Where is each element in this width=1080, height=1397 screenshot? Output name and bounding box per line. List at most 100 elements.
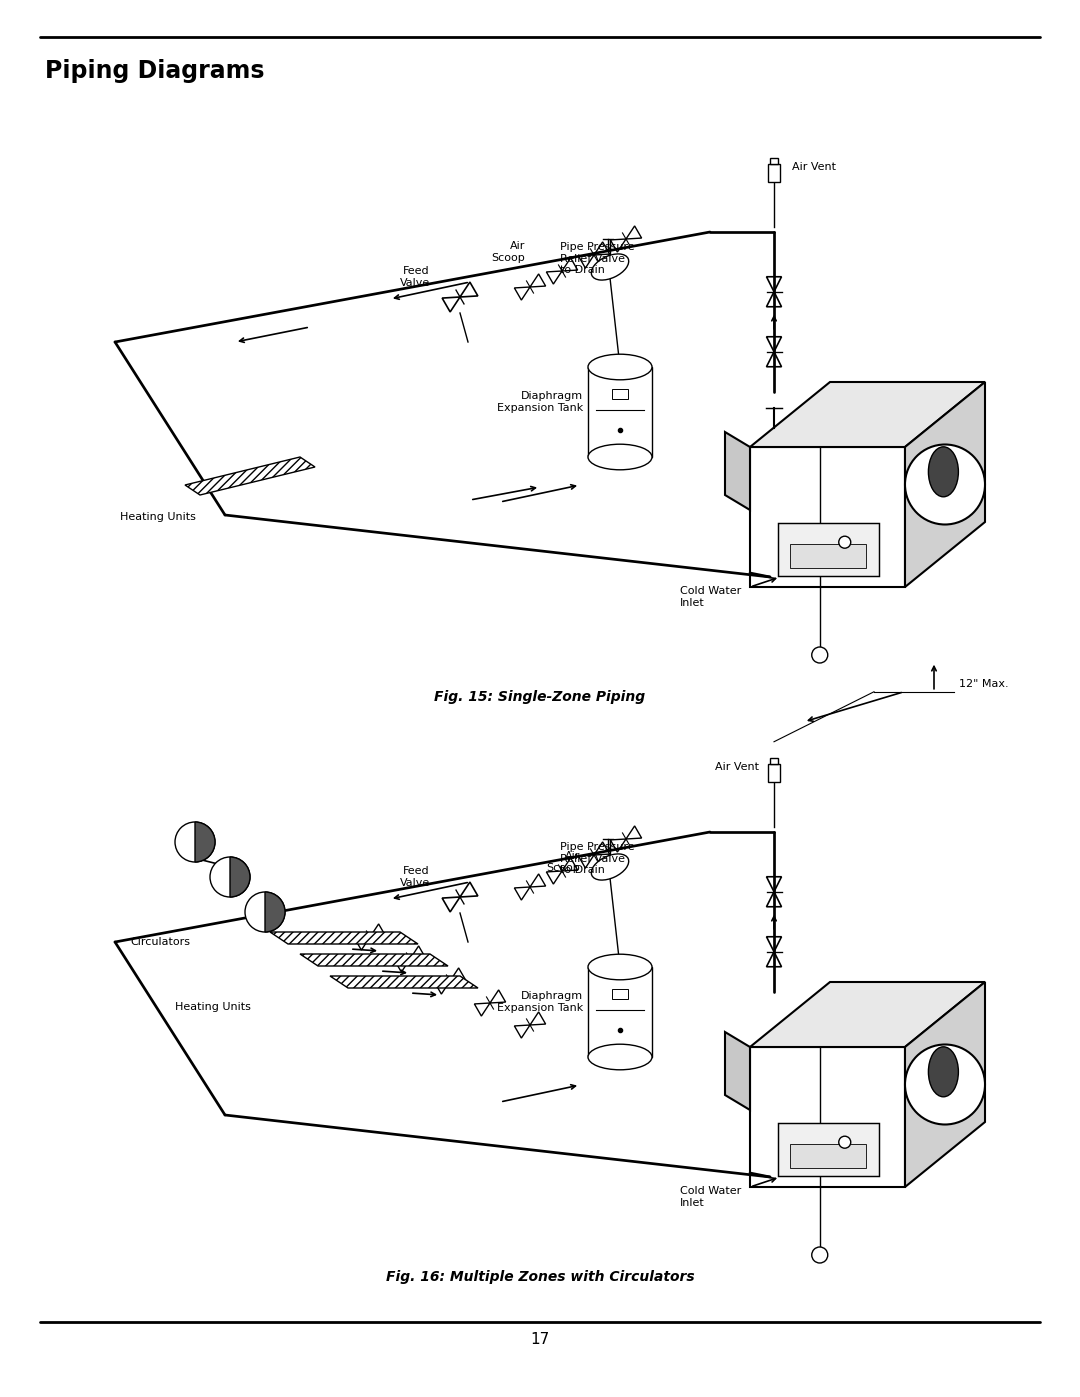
- Circle shape: [245, 893, 285, 932]
- Ellipse shape: [929, 447, 958, 497]
- Wedge shape: [230, 856, 249, 897]
- Bar: [770, 757, 778, 764]
- Polygon shape: [562, 258, 578, 271]
- Bar: [778, 1123, 879, 1176]
- Polygon shape: [725, 1032, 750, 1111]
- Ellipse shape: [588, 444, 652, 469]
- Polygon shape: [767, 951, 782, 967]
- Bar: [588, 967, 652, 1058]
- Polygon shape: [610, 239, 626, 251]
- Text: Cold Water
Inlet: Cold Water Inlet: [680, 1186, 741, 1208]
- Polygon shape: [394, 958, 410, 972]
- Polygon shape: [514, 1025, 530, 1038]
- Bar: [612, 388, 627, 398]
- Bar: [612, 989, 627, 999]
- Polygon shape: [767, 337, 782, 352]
- Circle shape: [812, 647, 827, 664]
- Polygon shape: [579, 855, 594, 868]
- Polygon shape: [750, 1046, 905, 1187]
- Polygon shape: [546, 870, 562, 884]
- Polygon shape: [442, 298, 460, 312]
- Polygon shape: [626, 826, 642, 840]
- Polygon shape: [490, 990, 505, 1003]
- Polygon shape: [460, 282, 477, 298]
- Polygon shape: [185, 457, 315, 495]
- Circle shape: [905, 444, 985, 524]
- Circle shape: [905, 1045, 985, 1125]
- Ellipse shape: [929, 1046, 958, 1097]
- Text: Air Vent: Air Vent: [715, 761, 759, 771]
- Polygon shape: [610, 840, 626, 852]
- Ellipse shape: [588, 355, 652, 380]
- Polygon shape: [767, 891, 782, 907]
- Circle shape: [812, 1248, 827, 1263]
- Polygon shape: [330, 977, 478, 988]
- Polygon shape: [434, 981, 450, 995]
- Text: Piping Diagrams: Piping Diagrams: [45, 59, 265, 82]
- Text: 17: 17: [530, 1331, 550, 1347]
- Text: Circulators: Circulators: [130, 937, 190, 947]
- Polygon shape: [530, 875, 545, 887]
- Circle shape: [210, 856, 249, 897]
- Text: Diaphragm
Expansion Tank: Diaphragm Expansion Tank: [497, 992, 583, 1013]
- Circle shape: [175, 821, 215, 862]
- Polygon shape: [905, 982, 985, 1187]
- Circle shape: [839, 536, 851, 548]
- Polygon shape: [767, 937, 782, 951]
- Polygon shape: [530, 274, 545, 286]
- Ellipse shape: [591, 854, 629, 880]
- Polygon shape: [562, 858, 578, 870]
- Polygon shape: [750, 381, 985, 447]
- Wedge shape: [195, 821, 215, 862]
- Polygon shape: [460, 882, 477, 897]
- Polygon shape: [300, 954, 448, 965]
- Text: Feed
Valve: Feed Valve: [400, 267, 430, 288]
- Circle shape: [839, 1136, 851, 1148]
- Bar: [789, 543, 865, 567]
- Bar: [768, 163, 780, 182]
- Text: Fig. 16: Multiple Zones with Circulators: Fig. 16: Multiple Zones with Circulators: [386, 1270, 694, 1284]
- Text: Pipe Pressure
Relief Valve
to Drain: Pipe Pressure Relief Valve to Drain: [561, 242, 635, 275]
- Bar: [770, 158, 778, 163]
- Polygon shape: [767, 352, 782, 367]
- Polygon shape: [270, 932, 418, 944]
- Text: Heating Units: Heating Units: [175, 1002, 251, 1011]
- Polygon shape: [767, 277, 782, 292]
- Polygon shape: [410, 946, 426, 958]
- Text: Diaphragm
Expansion Tank: Diaphragm Expansion Tank: [497, 391, 583, 412]
- Text: 12" Max.: 12" Max.: [959, 679, 1009, 689]
- Polygon shape: [626, 226, 642, 239]
- Polygon shape: [905, 381, 985, 587]
- Text: Air
Scoop: Air Scoop: [546, 851, 580, 873]
- Ellipse shape: [591, 254, 629, 279]
- Ellipse shape: [588, 954, 652, 979]
- Bar: [789, 1144, 865, 1168]
- Text: Cold Water
Inlet: Cold Water Inlet: [680, 587, 741, 608]
- Text: Fig. 15: Single-Zone Piping: Fig. 15: Single-Zone Piping: [434, 690, 646, 704]
- Bar: [778, 522, 879, 576]
- Polygon shape: [594, 242, 609, 256]
- Polygon shape: [530, 1011, 545, 1025]
- Polygon shape: [750, 982, 985, 1046]
- Polygon shape: [750, 447, 905, 587]
- Bar: [588, 367, 652, 457]
- Polygon shape: [725, 432, 750, 510]
- Polygon shape: [474, 1003, 490, 1016]
- Polygon shape: [594, 842, 609, 855]
- Polygon shape: [514, 887, 530, 900]
- Polygon shape: [546, 271, 562, 284]
- Text: Pipe Pressure
Relief Valve
to Drain: Pipe Pressure Relief Valve to Drain: [561, 842, 635, 875]
- Polygon shape: [370, 923, 386, 937]
- Polygon shape: [514, 286, 530, 300]
- Bar: [768, 764, 780, 782]
- Polygon shape: [442, 897, 460, 912]
- Text: Air Vent: Air Vent: [792, 162, 836, 172]
- Text: Feed
Valve: Feed Valve: [400, 866, 430, 888]
- Polygon shape: [450, 968, 465, 981]
- Text: Heating Units: Heating Units: [120, 511, 195, 522]
- Polygon shape: [354, 937, 370, 950]
- Polygon shape: [767, 877, 782, 891]
- Polygon shape: [579, 256, 594, 268]
- Polygon shape: [767, 292, 782, 307]
- Ellipse shape: [588, 1044, 652, 1070]
